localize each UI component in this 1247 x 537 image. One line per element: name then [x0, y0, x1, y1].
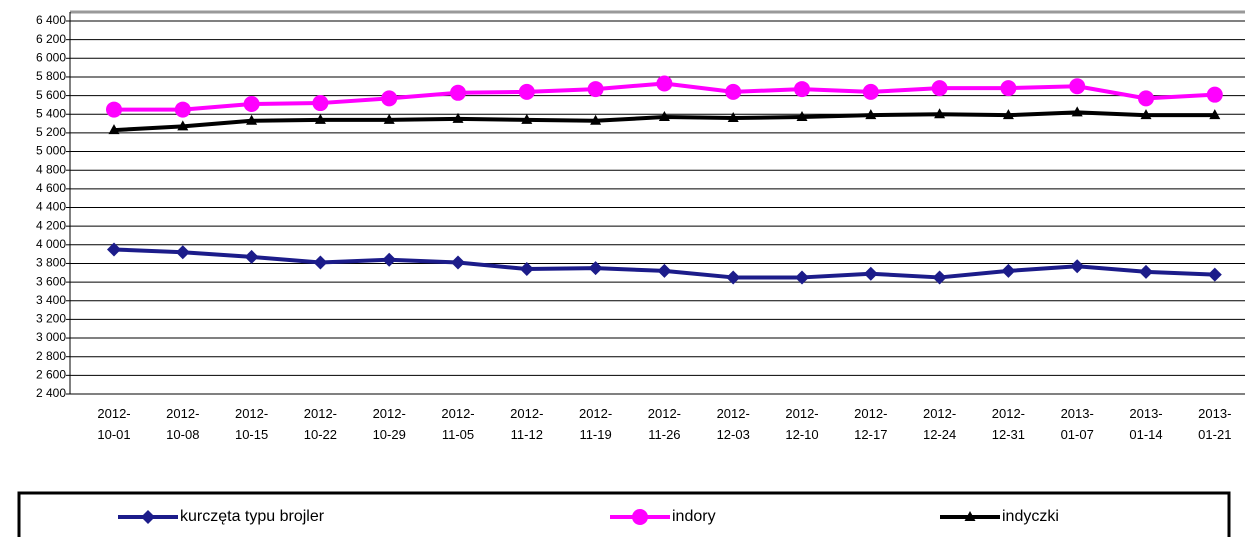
marker	[1069, 78, 1086, 95]
y-tick-label: 5 400	[36, 106, 66, 120]
x-tick-label: 2013-01-21	[1198, 406, 1231, 442]
marker	[519, 262, 534, 277]
marker	[862, 83, 879, 100]
legend-label: kurczęta typu brojler	[180, 508, 325, 525]
y-tick-label: 6 000	[36, 50, 66, 64]
x-tick-label: 2012-11-26	[648, 406, 681, 442]
x-tick-label: 2012-10-01	[97, 406, 130, 442]
marker	[794, 81, 810, 98]
x-tick-label: 2012-12-31	[992, 406, 1025, 442]
marker	[658, 111, 670, 122]
legend-label: indyczki	[1002, 508, 1059, 525]
marker	[932, 270, 947, 285]
marker	[865, 109, 877, 120]
y-tick-label: 5 200	[36, 125, 66, 139]
y-tick-label: 4 400	[36, 200, 66, 214]
marker	[632, 509, 648, 525]
y-tick-label: 5 600	[36, 88, 66, 102]
marker	[1207, 267, 1222, 282]
marker	[314, 113, 326, 124]
marker	[518, 83, 535, 100]
x-tick-label: 2013-01-07	[1061, 406, 1094, 442]
y-tick-label: 5 800	[36, 69, 66, 83]
y-tick-label: 4 800	[36, 162, 66, 176]
marker	[1138, 90, 1154, 107]
x-tick-label: 2012-11-19	[579, 406, 612, 442]
marker	[934, 108, 946, 119]
marker	[1140, 109, 1152, 120]
marker	[863, 266, 878, 281]
marker	[381, 90, 398, 107]
y-tick-label: 3 800	[36, 256, 66, 270]
marker	[795, 270, 809, 285]
marker	[1001, 263, 1016, 278]
x-tick-label: 2012-10-22	[304, 406, 337, 442]
x-tick-label: 2012-10-08	[166, 406, 199, 442]
marker	[727, 111, 739, 122]
y-tick-label: 2 800	[36, 349, 66, 363]
marker	[726, 270, 741, 285]
x-tick-label: 2013-01-14	[1129, 406, 1162, 442]
x-tick-label: 2012-12-03	[717, 406, 750, 442]
y-tick-label: 3 400	[36, 293, 66, 307]
marker	[796, 111, 808, 122]
marker	[451, 255, 465, 270]
y-tick-label: 4 200	[36, 218, 66, 232]
marker	[313, 255, 328, 270]
marker	[1071, 106, 1083, 117]
x-tick-label: 2012-12-24	[923, 406, 956, 442]
x-tick-label: 2012-12-17	[854, 406, 887, 442]
x-tick-label: 2012-11-05	[441, 406, 474, 442]
marker	[1070, 259, 1085, 274]
marker	[657, 263, 672, 278]
x-tick-label: 2012-12-10	[785, 406, 818, 442]
y-tick-label: 3 200	[36, 312, 66, 326]
marker	[964, 511, 976, 521]
marker	[450, 84, 466, 101]
marker	[244, 249, 259, 264]
x-tick-label: 2012-10-15	[235, 406, 268, 442]
x-tick-label: 2012-10-29	[373, 406, 406, 442]
marker	[312, 95, 329, 112]
marker	[1206, 86, 1223, 103]
marker	[175, 245, 190, 260]
y-tick-label: 3 000	[36, 330, 66, 344]
marker	[177, 120, 189, 131]
y-tick-label: 2 600	[36, 368, 66, 382]
marker	[107, 242, 121, 257]
marker	[725, 83, 742, 100]
marker	[588, 261, 603, 276]
marker	[656, 75, 673, 92]
marker	[1139, 264, 1153, 279]
plot-area	[70, 13, 1245, 394]
marker	[452, 112, 464, 123]
y-tick-label: 6 400	[36, 13, 66, 27]
marker	[246, 114, 258, 125]
legend-label: indory	[672, 508, 716, 525]
y-tick-label: 4 000	[36, 237, 66, 251]
y-tick-label: 2 400	[36, 386, 66, 400]
marker	[141, 510, 155, 524]
marker	[243, 95, 260, 112]
marker	[1209, 109, 1221, 120]
y-tick-label: 5 000	[36, 144, 66, 158]
marker	[587, 81, 604, 98]
marker	[521, 113, 533, 124]
marker	[174, 101, 191, 118]
marker	[106, 101, 122, 118]
marker	[382, 252, 397, 267]
marker	[383, 113, 395, 124]
y-tick-label: 4 600	[36, 181, 66, 195]
x-tick-label: 2012-11-12	[510, 406, 543, 442]
y-tick-label: 6 200	[36, 32, 66, 46]
marker	[1000, 80, 1017, 97]
marker	[931, 80, 948, 97]
marker	[108, 124, 120, 135]
marker	[1002, 109, 1014, 120]
y-tick-label: 3 600	[36, 274, 66, 288]
marker	[590, 114, 602, 125]
